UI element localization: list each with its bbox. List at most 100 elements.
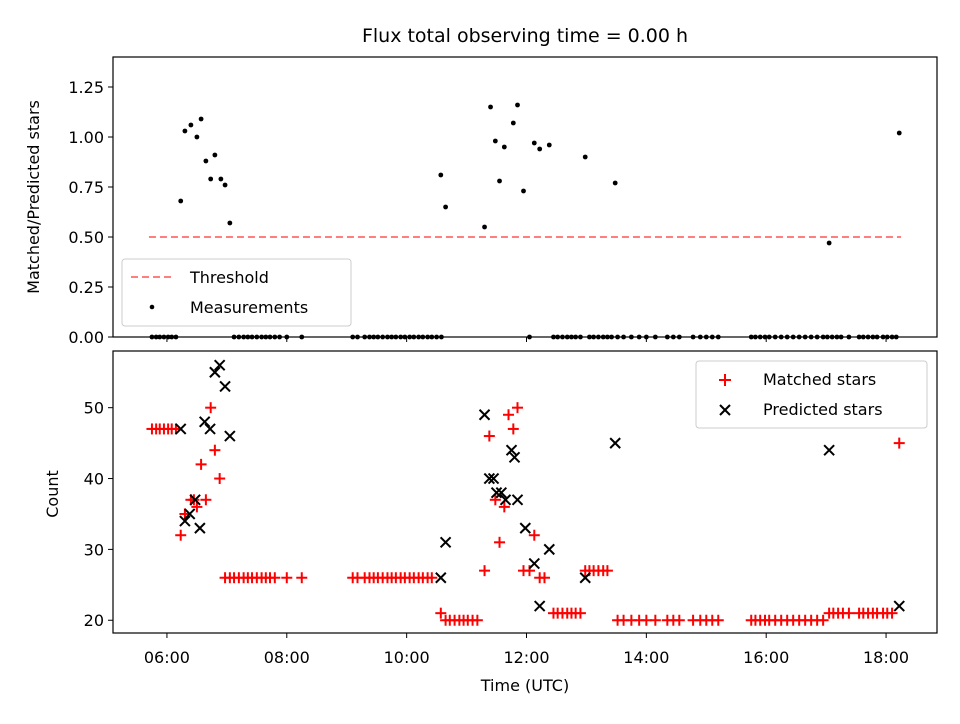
bottom-axes-frame <box>112 350 938 634</box>
measurement-point <box>443 204 448 210</box>
y-tick-label: 30 <box>84 540 104 559</box>
y-tick-label: 0.25 <box>68 278 104 297</box>
measurement-point <box>208 176 214 182</box>
legend-predicted-label: Predicted stars <box>763 400 883 419</box>
x-tick-label: 10:00 <box>384 648 430 667</box>
matched-star-marker <box>528 529 540 541</box>
predicted-star-marker <box>189 494 201 506</box>
legend-predicted-swatch <box>719 404 731 416</box>
measurement-point <box>488 104 493 110</box>
predicted-star-marker <box>478 409 491 421</box>
y-tick-label: 0.00 <box>68 328 104 347</box>
predicted-star-marker <box>579 572 591 584</box>
measurement-point <box>515 102 520 108</box>
x-tick-label: 14:00 <box>623 648 669 667</box>
matched-star-marker <box>886 607 898 619</box>
measurement-point <box>612 180 618 186</box>
predicted-star-marker <box>213 359 226 371</box>
matched-star-marker <box>574 607 586 619</box>
matched-star-marker <box>209 444 221 456</box>
top-y-axis-label: Matched/Predicted stars <box>24 100 43 294</box>
measurement-point <box>218 176 224 182</box>
y-tick-label: 1.25 <box>68 78 104 97</box>
predicted-star-marker <box>609 437 621 449</box>
measurement-point <box>178 198 184 204</box>
matched-star-marker <box>483 430 495 442</box>
matched-star-marker <box>507 423 519 435</box>
x-tick-label: 18:00 <box>863 648 909 667</box>
matched-star-marker <box>471 614 483 626</box>
measurement-point <box>537 146 543 152</box>
bottom-y-axis-label: Count <box>43 470 62 518</box>
y-tick-label: 40 <box>84 470 104 489</box>
predicted-star-marker <box>179 515 191 527</box>
matched-star-marker <box>435 607 447 619</box>
predicted-star-marker <box>505 444 518 456</box>
matched-star-marker <box>843 607 855 619</box>
predicted-star-marker <box>487 472 500 485</box>
measurement-point <box>582 154 588 160</box>
predicted-star-marker <box>511 494 524 506</box>
matched-star-marker <box>538 572 550 584</box>
predicted-star-marker <box>198 416 211 428</box>
matched-star-marker <box>601 565 613 577</box>
predicted-star-marker <box>209 366 221 378</box>
legend-matched-swatch <box>719 374 731 386</box>
x-axis-label: Time (UTC) <box>480 676 569 695</box>
matched-star-marker <box>191 501 203 513</box>
matched-star-marker <box>296 572 308 584</box>
predicted-star-marker <box>219 380 231 393</box>
matched-star-marker <box>205 402 217 414</box>
matched-star-marker <box>649 614 661 626</box>
predicted-star-marker <box>175 423 187 435</box>
predicted-star-marker <box>183 508 196 520</box>
matched-star-marker <box>426 572 438 584</box>
measurement-point <box>546 142 552 148</box>
top-x-ticks <box>166 337 887 342</box>
matched-star-marker <box>200 494 212 506</box>
measurement-point <box>438 172 444 178</box>
y-tick-label: 0.75 <box>68 178 104 197</box>
bottom-legend: Matched stars Predicted stars <box>695 360 928 429</box>
matched-star-marker <box>214 473 226 485</box>
measurement-point <box>194 134 200 140</box>
bottom-panel: 20 30 40 50 06:00 08:00 10:00 12:00 14:00 16:00 1… <box>43 350 938 695</box>
matched-star-marker <box>269 572 281 584</box>
matched-star-marker <box>512 402 524 414</box>
legend-measurements-label: Measurements <box>190 298 308 317</box>
measurement-point <box>896 130 902 136</box>
measurement-point <box>182 128 188 134</box>
predicted-star-marker <box>194 522 206 534</box>
predicted-star-marker <box>204 423 216 435</box>
matched-star-marker <box>489 494 501 506</box>
top-axes-frame <box>112 56 938 338</box>
legend-frame <box>121 258 352 327</box>
bottom-y-ticks: 20 30 40 50 <box>84 399 113 630</box>
measurement-point <box>188 122 194 128</box>
measurement-point <box>521 188 526 194</box>
predicted-star-marker <box>893 600 905 612</box>
measurement-point <box>531 140 537 146</box>
predicted-star-marker <box>495 487 508 499</box>
measurement-point <box>497 178 502 184</box>
predicted-star-marker <box>519 522 532 534</box>
matched-star-marker <box>712 614 724 626</box>
matched-star-marker <box>893 437 905 449</box>
matched-star-marker <box>195 458 207 470</box>
y-tick-label: 50 <box>84 399 104 418</box>
bottom-x-ticks: 06:00 08:00 10:00 12:00 14:00 16:00 18:00 <box>144 633 909 667</box>
top-y-ticks: 0.00 0.25 0.50 0.75 1.00 1.25 <box>68 78 113 347</box>
x-tick-label: 06:00 <box>144 648 190 667</box>
measurement-point <box>510 120 516 126</box>
measurement-point <box>501 144 507 150</box>
predicted-star-marker <box>528 557 540 570</box>
predicted-star-marker <box>823 444 835 456</box>
legend-measurements-swatch <box>149 304 155 310</box>
measurement-point <box>826 240 832 246</box>
y-tick-label: 1.00 <box>68 128 104 147</box>
measurement-point <box>203 158 209 164</box>
y-tick-label: 20 <box>84 611 104 630</box>
x-tick-label: 12:00 <box>503 648 549 667</box>
